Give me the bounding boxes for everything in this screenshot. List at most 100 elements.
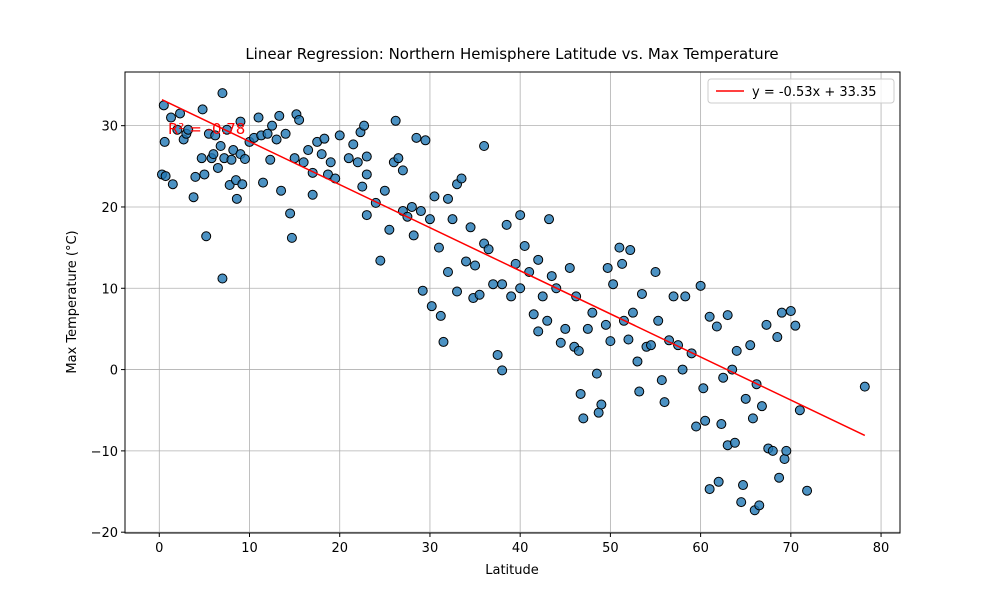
scatter-point [740,393,751,404]
x-tick-label: 60 [692,541,709,556]
scatter-point [488,279,499,290]
scatter-point [348,139,359,150]
scatter-point [319,133,330,144]
scatter-point [361,210,372,221]
scatter-point [745,340,756,351]
scatter-point [680,291,691,302]
scatter-point [736,497,747,508]
scatter-point [501,219,512,230]
scatter-point [271,134,282,145]
scatter-point [587,307,598,318]
y-tick-label: −20 [91,526,118,541]
scatter-point [668,291,679,302]
scatter-point [215,140,226,151]
scatter-point [415,206,426,217]
scatter-point [713,476,724,487]
scatter-point [210,130,221,141]
scatter-point [426,301,437,312]
scatter-point [411,132,422,143]
x-tick-label: 80 [873,541,890,556]
scatter-point [456,173,467,184]
scatter-point [197,104,208,115]
scatter-point [188,192,199,203]
scatter-point [167,179,178,190]
scatter-point [474,289,485,300]
x-tick-label: 70 [783,541,800,556]
scatter-point [262,128,273,139]
scatter-point [632,356,643,367]
scatter-point [772,332,783,343]
scatter-point [591,368,602,379]
scatter-point [417,285,428,296]
scatter-point [276,185,287,196]
scatter-point [217,88,228,99]
scatter-point [575,388,586,399]
scatter-point [303,145,314,156]
scatter-point [533,254,544,265]
y-tick-label: 10 [101,282,118,297]
legend-label: y = -0.53x + 33.35 [752,85,877,100]
scatter-point [785,306,796,317]
regression-line [161,99,866,437]
chart-title: Linear Regression: Northern Hemisphere L… [245,45,778,63]
scatter-point [790,320,801,331]
scatter-point [659,397,670,408]
scatter-point [677,364,688,375]
scatter-point [704,484,715,495]
scatter-point [361,151,372,162]
scatter-point [623,334,634,345]
scatter-point [774,472,785,483]
scatter-point [506,291,517,302]
scatter-point [605,336,616,347]
scatter-point [294,114,305,125]
scatter-point [781,445,792,456]
scatter-point [172,124,183,135]
scatter-point [560,323,571,334]
scatter-point [756,401,767,412]
scatter-point [465,222,476,233]
scatter-point [424,214,435,225]
scatter-point [239,153,250,164]
scatter-point [442,193,453,204]
scatter-point [716,419,727,430]
scatter-point [274,110,285,121]
scatter-point [492,349,503,360]
scatter-point [397,165,408,176]
scatter-point [636,288,647,299]
scatter-point [794,405,805,416]
scatter-point [537,291,548,302]
scatter-point [528,309,539,320]
scatter-point [199,169,210,180]
scatter-point [212,162,223,173]
scatter-point [226,154,237,165]
scatter-point [602,262,613,273]
scatter-point [325,157,336,168]
x-tick-label: 20 [331,541,348,556]
scatter-point [159,136,170,147]
scatter-point [235,116,246,127]
scatter-point [718,372,729,383]
scatter-point [711,321,722,332]
scatter-point [479,140,490,151]
scatter-point [357,181,368,192]
scatter-point [201,231,212,242]
y-axis-label: Max Temperature (°C) [65,230,80,373]
scatter-point [859,381,870,392]
x-tick-label: 30 [422,541,439,556]
scatter-point [286,232,297,243]
scatter-point [265,154,276,165]
scatter-point [379,185,390,196]
scatter-point [698,383,709,394]
scatter-point [634,386,645,397]
scatter-point [343,153,354,164]
scatter-point [438,336,449,347]
scatter-point [650,267,661,278]
scatter-point [802,485,813,496]
scatter-point [546,271,557,282]
scatter-point [582,323,593,334]
y-tick-label: −10 [91,445,118,460]
scatter-point [653,315,664,326]
scatter-point [596,399,607,410]
scatter-point [190,171,201,182]
